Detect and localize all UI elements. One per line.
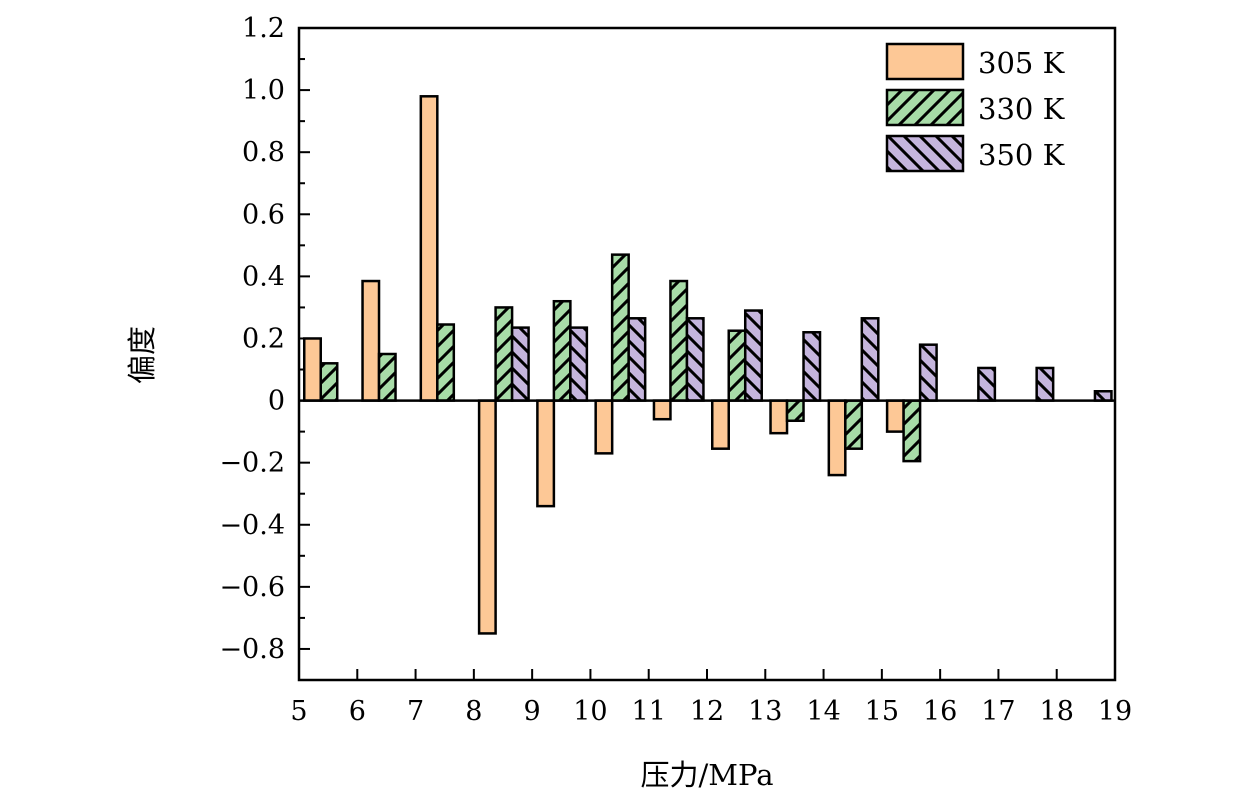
legend-label: 305 K xyxy=(978,46,1066,80)
x-tick-label: 18 xyxy=(1040,696,1074,727)
x-tick-label: 14 xyxy=(806,696,840,727)
bar-350K-14 xyxy=(860,317,880,402)
legend: 305 K 330 K 350 K xyxy=(885,42,1066,173)
x-tick-label: 7 xyxy=(407,696,424,727)
bar-350K-13 xyxy=(802,331,822,402)
bar-350K-12 xyxy=(743,309,763,402)
bar-305K-8 xyxy=(477,399,497,635)
y-axis-title: 偏度 xyxy=(125,326,159,384)
x-tick-label: 5 xyxy=(290,696,307,727)
bar-330K-5 xyxy=(319,362,339,402)
bar-305K-9 xyxy=(536,399,556,508)
x-tick-label: 11 xyxy=(632,696,666,727)
bar-350K-15 xyxy=(918,343,938,402)
legend-swatch-305K xyxy=(885,42,965,81)
y-tick-label: 0.6 xyxy=(242,199,285,230)
x-tick-label: 19 xyxy=(1098,696,1132,727)
x-tick-label: 9 xyxy=(524,696,541,727)
legend-swatch-330K xyxy=(885,88,965,127)
y-tick-label: 1.0 xyxy=(242,75,285,106)
bar-305K-7 xyxy=(419,95,439,402)
legend-label: 330 K xyxy=(978,92,1066,126)
y-tick-label: −0.8 xyxy=(219,634,285,665)
bar-305K-14 xyxy=(827,399,847,477)
bar-305K-15 xyxy=(885,399,905,433)
bar-305K-11 xyxy=(652,399,672,421)
bar-350K-17 xyxy=(1035,366,1055,402)
bar-350K-8 xyxy=(510,326,530,402)
y-tick-label: 0.2 xyxy=(242,323,285,354)
y-tick-label: −0.4 xyxy=(219,510,285,541)
bar-350K-11 xyxy=(685,317,705,402)
x-tick-label: 8 xyxy=(465,696,482,727)
bar-305K-6 xyxy=(361,279,381,402)
x-tick-label: 17 xyxy=(981,696,1015,727)
x-axis-title: 压力/MPa xyxy=(641,758,774,792)
x-tick-label: 10 xyxy=(573,696,607,727)
y-tick-label: 0.8 xyxy=(242,137,285,168)
legend-label: 350 K xyxy=(978,138,1066,172)
bar-330K-15 xyxy=(902,399,922,463)
bar-330K-13 xyxy=(785,399,805,423)
bar-350K-10 xyxy=(627,317,647,402)
bar-305K-12 xyxy=(710,399,730,450)
legend-swatch-350K xyxy=(885,134,965,173)
bars-layer xyxy=(302,95,1113,635)
bar-330K-12 xyxy=(727,329,747,402)
y-tick-label: 0 xyxy=(268,386,285,417)
bar-305K-5 xyxy=(302,337,322,402)
bar-330K-10 xyxy=(610,253,630,402)
y-tick-label: 1.2 xyxy=(242,13,285,44)
x-tick-label: 15 xyxy=(865,696,899,727)
bar-305K-10 xyxy=(594,399,614,455)
bar-350K-16 xyxy=(977,366,997,402)
bar-330K-11 xyxy=(669,279,689,402)
y-tick-label: −0.2 xyxy=(219,448,285,479)
bar-330K-6 xyxy=(377,352,397,402)
y-tick-label: 0.4 xyxy=(242,261,285,292)
bar-350K-18 xyxy=(1093,390,1113,402)
x-tick-label: 12 xyxy=(690,696,724,727)
bar-330K-8 xyxy=(494,306,514,402)
bar-305K-13 xyxy=(769,399,789,435)
bar-330K-7 xyxy=(436,323,456,402)
bar-330K-14 xyxy=(844,399,864,450)
x-tick-label: 16 xyxy=(923,696,957,727)
x-tick-label: 6 xyxy=(349,696,366,727)
x-tick-label: 13 xyxy=(748,696,782,727)
bar-350K-9 xyxy=(569,326,589,402)
axes-layer: 1.2 1.0 0.8 0.6 0.4 0.2 0 −0.2 −0.4 −0.6 −0.85 6 7 8 9… xyxy=(219,13,1132,727)
bar-330K-9 xyxy=(552,299,572,402)
y-tick-label: −0.6 xyxy=(219,572,285,603)
